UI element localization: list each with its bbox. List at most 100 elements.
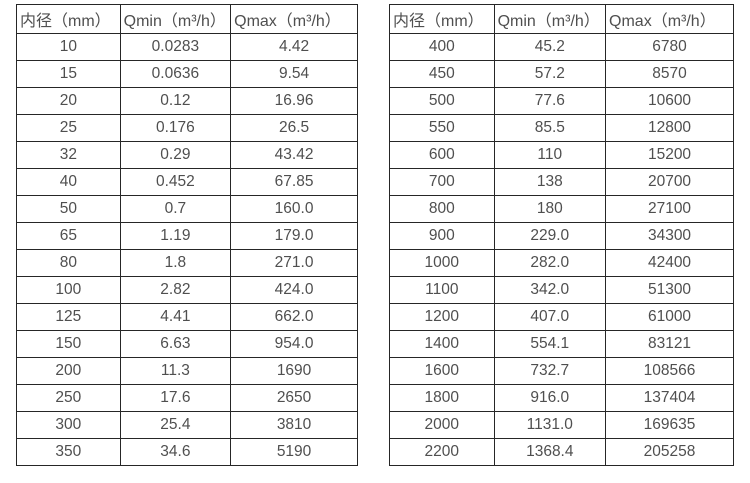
table-cell: 51300 [605,276,734,304]
table-cell: 1200 [389,303,495,331]
table-row: 800 180 27100 [389,195,734,223]
table-cell: 350 [16,438,121,466]
table-cell: 250 [16,384,121,412]
table-cell: 6.63 [119,330,232,358]
table-row: 250 17.6 2650 [16,384,358,412]
table-cell: 4.42 [230,33,358,61]
table-cell: 160.0 [230,195,358,223]
column-header: Qmax（m³/h） [605,4,734,34]
table-row: 100 2.82 424.0 [16,276,358,304]
table-cell: 3810 [230,411,358,439]
table-cell: 80 [16,249,121,277]
table-row: 1100 342.0 51300 [389,276,734,304]
table-row: 2200 1368.4 205258 [389,438,734,466]
table-row: 80 1.8 271.0 [16,249,358,277]
table-cell: 40 [16,168,121,196]
table-cell: 85.5 [493,114,607,142]
table-cell: 34300 [605,222,734,250]
table-cell: 20 [16,87,121,115]
table-cell: 662.0 [230,303,358,331]
table-cell: 10 [16,33,121,61]
table-cell: 61000 [605,303,734,331]
column-header: 内径（mm） [389,4,495,34]
table-row: 350 34.6 5190 [16,438,358,466]
table-cell: 954.0 [230,330,358,358]
table-row: 32 0.29 43.42 [16,141,358,169]
table-row: 65 1.19 179.0 [16,222,358,250]
table-cell: 8570 [605,60,734,88]
flow-table-small-diameters: 内径（mm） Qmin（m³/h） Qmax（m³/h） 10 0.0283 4.42 15… [16,4,358,466]
table-cell: 282.0 [493,249,607,277]
header-row: 内径（mm） Qmin（m³/h） Qmax（m³/h） [16,4,358,34]
table-cell: 0.176 [119,114,232,142]
table-cell: 26.5 [230,114,358,142]
table-cell: 732.7 [493,357,607,385]
table-cell: 6780 [605,33,734,61]
table-cell: 42400 [605,249,734,277]
table-cell: 15200 [605,141,734,169]
table-cell: 1.19 [119,222,232,250]
table-cell: 800 [389,195,495,223]
table-row: 400 45.2 6780 [389,33,734,61]
table-cell: 1690 [230,357,358,385]
table-cell: 180 [493,195,607,223]
table-cell: 1000 [389,249,495,277]
table-cell: 27100 [605,195,734,223]
table-cell: 1800 [389,384,495,412]
table-cell: 1600 [389,357,495,385]
table-cell: 32 [16,141,121,169]
table-row: 20 0.12 16.96 [16,87,358,115]
table-row: 1200 407.0 61000 [389,303,734,331]
table-row: 1000 282.0 42400 [389,249,734,277]
table-cell: 271.0 [230,249,358,277]
table-row: 450 57.2 8570 [389,60,734,88]
table-cell: 200 [16,357,121,385]
table-cell: 83121 [605,330,734,358]
table-cell: 0.452 [119,168,232,196]
table-cell: 150 [16,330,121,358]
table-cell: 10600 [605,87,734,115]
table-row: 40 0.452 67.85 [16,168,358,196]
table-cell: 0.0283 [119,33,232,61]
table-row: 150 6.63 954.0 [16,330,358,358]
table-cell: 50 [16,195,121,223]
table-cell: 4.41 [119,303,232,331]
table-cell: 2200 [389,438,495,466]
table-cell: 108566 [605,357,734,385]
table-cell: 407.0 [493,303,607,331]
table-cell: 34.6 [119,438,232,466]
table-row: 550 85.5 12800 [389,114,734,142]
table-cell: 2000 [389,411,495,439]
table-cell: 25 [16,114,121,142]
table-cell: 1368.4 [493,438,607,466]
table-cell: 300 [16,411,121,439]
column-header: 内径（mm） [16,4,121,34]
table-cell: 900 [389,222,495,250]
table-cell: 15 [16,60,121,88]
table-cell: 1400 [389,330,495,358]
spec-tables: 内径（mm） Qmin（m³/h） Qmax（m³/h） 10 0.0283 4.42 15… [16,4,734,466]
table-cell: 137404 [605,384,734,412]
table-cell: 179.0 [230,222,358,250]
table-cell: 16.96 [230,87,358,115]
table-cell: 1.8 [119,249,232,277]
table-cell: 500 [389,87,495,115]
table-cell: 25.4 [119,411,232,439]
table-row: 10 0.0283 4.42 [16,33,358,61]
flow-table-large-diameters: 内径（mm） Qmin（m³/h） Qmax（m³/h） 400 45.2 6780 450… [389,4,734,466]
table-cell: 0.0636 [119,60,232,88]
table-cell: 11.3 [119,357,232,385]
header-row: 内径（mm） Qmin（m³/h） Qmax（m³/h） [389,4,734,34]
table-row: 600 110 15200 [389,141,734,169]
table-cell: 600 [389,141,495,169]
table-cell: 450 [389,60,495,88]
table-cell: 554.1 [493,330,607,358]
table-row: 700 138 20700 [389,168,734,196]
table-cell: 229.0 [493,222,607,250]
table-cell: 77.6 [493,87,607,115]
table-row: 300 25.4 3810 [16,411,358,439]
column-header: Qmin（m³/h） [119,4,232,34]
table-cell: 205258 [605,438,734,466]
table-cell: 5190 [230,438,358,466]
table-cell: 342.0 [493,276,607,304]
